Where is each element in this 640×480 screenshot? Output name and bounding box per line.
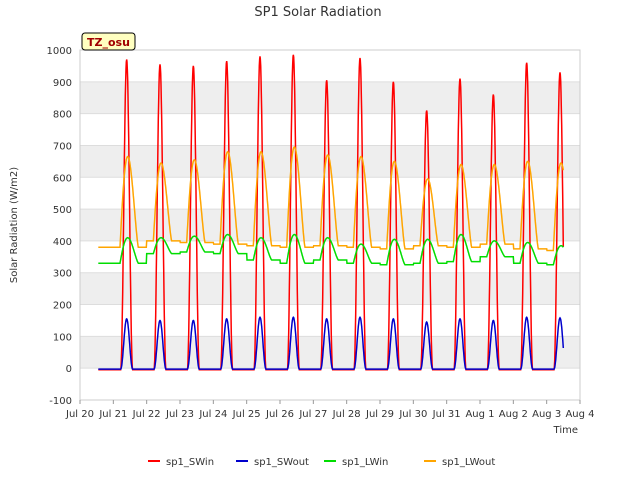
x-tick-label: Aug 3 (532, 409, 561, 420)
tz-badge-label: TZ_osu (87, 36, 130, 49)
grid-band (80, 81, 580, 114)
y-tick-label: 600 (53, 173, 72, 184)
legend-label: sp1_LWin (342, 457, 388, 468)
x-tick-label: Aug 2 (499, 409, 528, 420)
legend-label: sp1_SWin (166, 457, 214, 468)
y-tick-label: 800 (53, 110, 72, 121)
y-tick-label: 500 (53, 205, 72, 216)
legend-label: sp1_LWout (442, 457, 495, 468)
x-tick-label: Jul 31 (432, 409, 461, 420)
y-tick-label: -100 (49, 396, 72, 407)
plot-area (79, 49, 581, 401)
y-tick-label: 1000 (47, 46, 72, 57)
x-axis-ticks: Jul 20 Jul 21 Jul 22 Jul 23 Jul 24 Jul 25 Jul … (65, 400, 595, 420)
x-tick-label: Jul 27 (298, 409, 327, 420)
x-tick-label: Jul 24 (198, 409, 227, 420)
x-tick-label: Aug 4 (565, 409, 594, 420)
x-tick-label: Jul 29 (365, 409, 394, 420)
x-tick-label: Jul 21 (98, 409, 127, 420)
legend-label: sp1_SWout (254, 457, 309, 468)
tz-badge: TZ_osu (81, 32, 136, 51)
x-tick-label: Jul 26 (265, 409, 294, 420)
y-tick-label: 0 (66, 364, 72, 375)
x-axis-label: Time (553, 425, 578, 436)
series-line-sp1_SWout (98, 316, 565, 370)
x-tick-label: Jul 22 (132, 409, 161, 420)
y-tick-label: 900 (53, 78, 72, 89)
y-tick-label: 300 (53, 269, 72, 280)
x-tick-label: Jul 30 (398, 409, 427, 420)
x-tick-label: Jul 28 (332, 409, 361, 420)
y-tick-label: 200 (53, 301, 72, 312)
x-tick-label: Aug 1 (465, 409, 494, 420)
y-tick-label: 700 (53, 141, 72, 152)
series-line-sp1_LWin (98, 233, 564, 266)
tz-badge-box (81, 32, 136, 51)
y-axis-label: Solar Radiation (W/m2) (9, 167, 20, 283)
series-line-sp1_LWout (98, 146, 565, 252)
x-tick-label: Jul 25 (232, 409, 261, 420)
x-tick-label: Jul 20 (65, 409, 94, 420)
chart-title: SP1 Solar Radiation (254, 5, 381, 20)
legend: sp1_SWin sp1_SWout sp1_LWin sp1_LWout (148, 457, 495, 468)
y-tick-label: 100 (53, 332, 72, 343)
y-tick-label: 400 (53, 237, 72, 248)
x-tick-label: Jul 23 (165, 409, 194, 420)
y-axis-ticks: -100 0 100 200 300 400 500 600 700 800 900 1000 (47, 46, 72, 407)
series-lines (98, 54, 565, 371)
